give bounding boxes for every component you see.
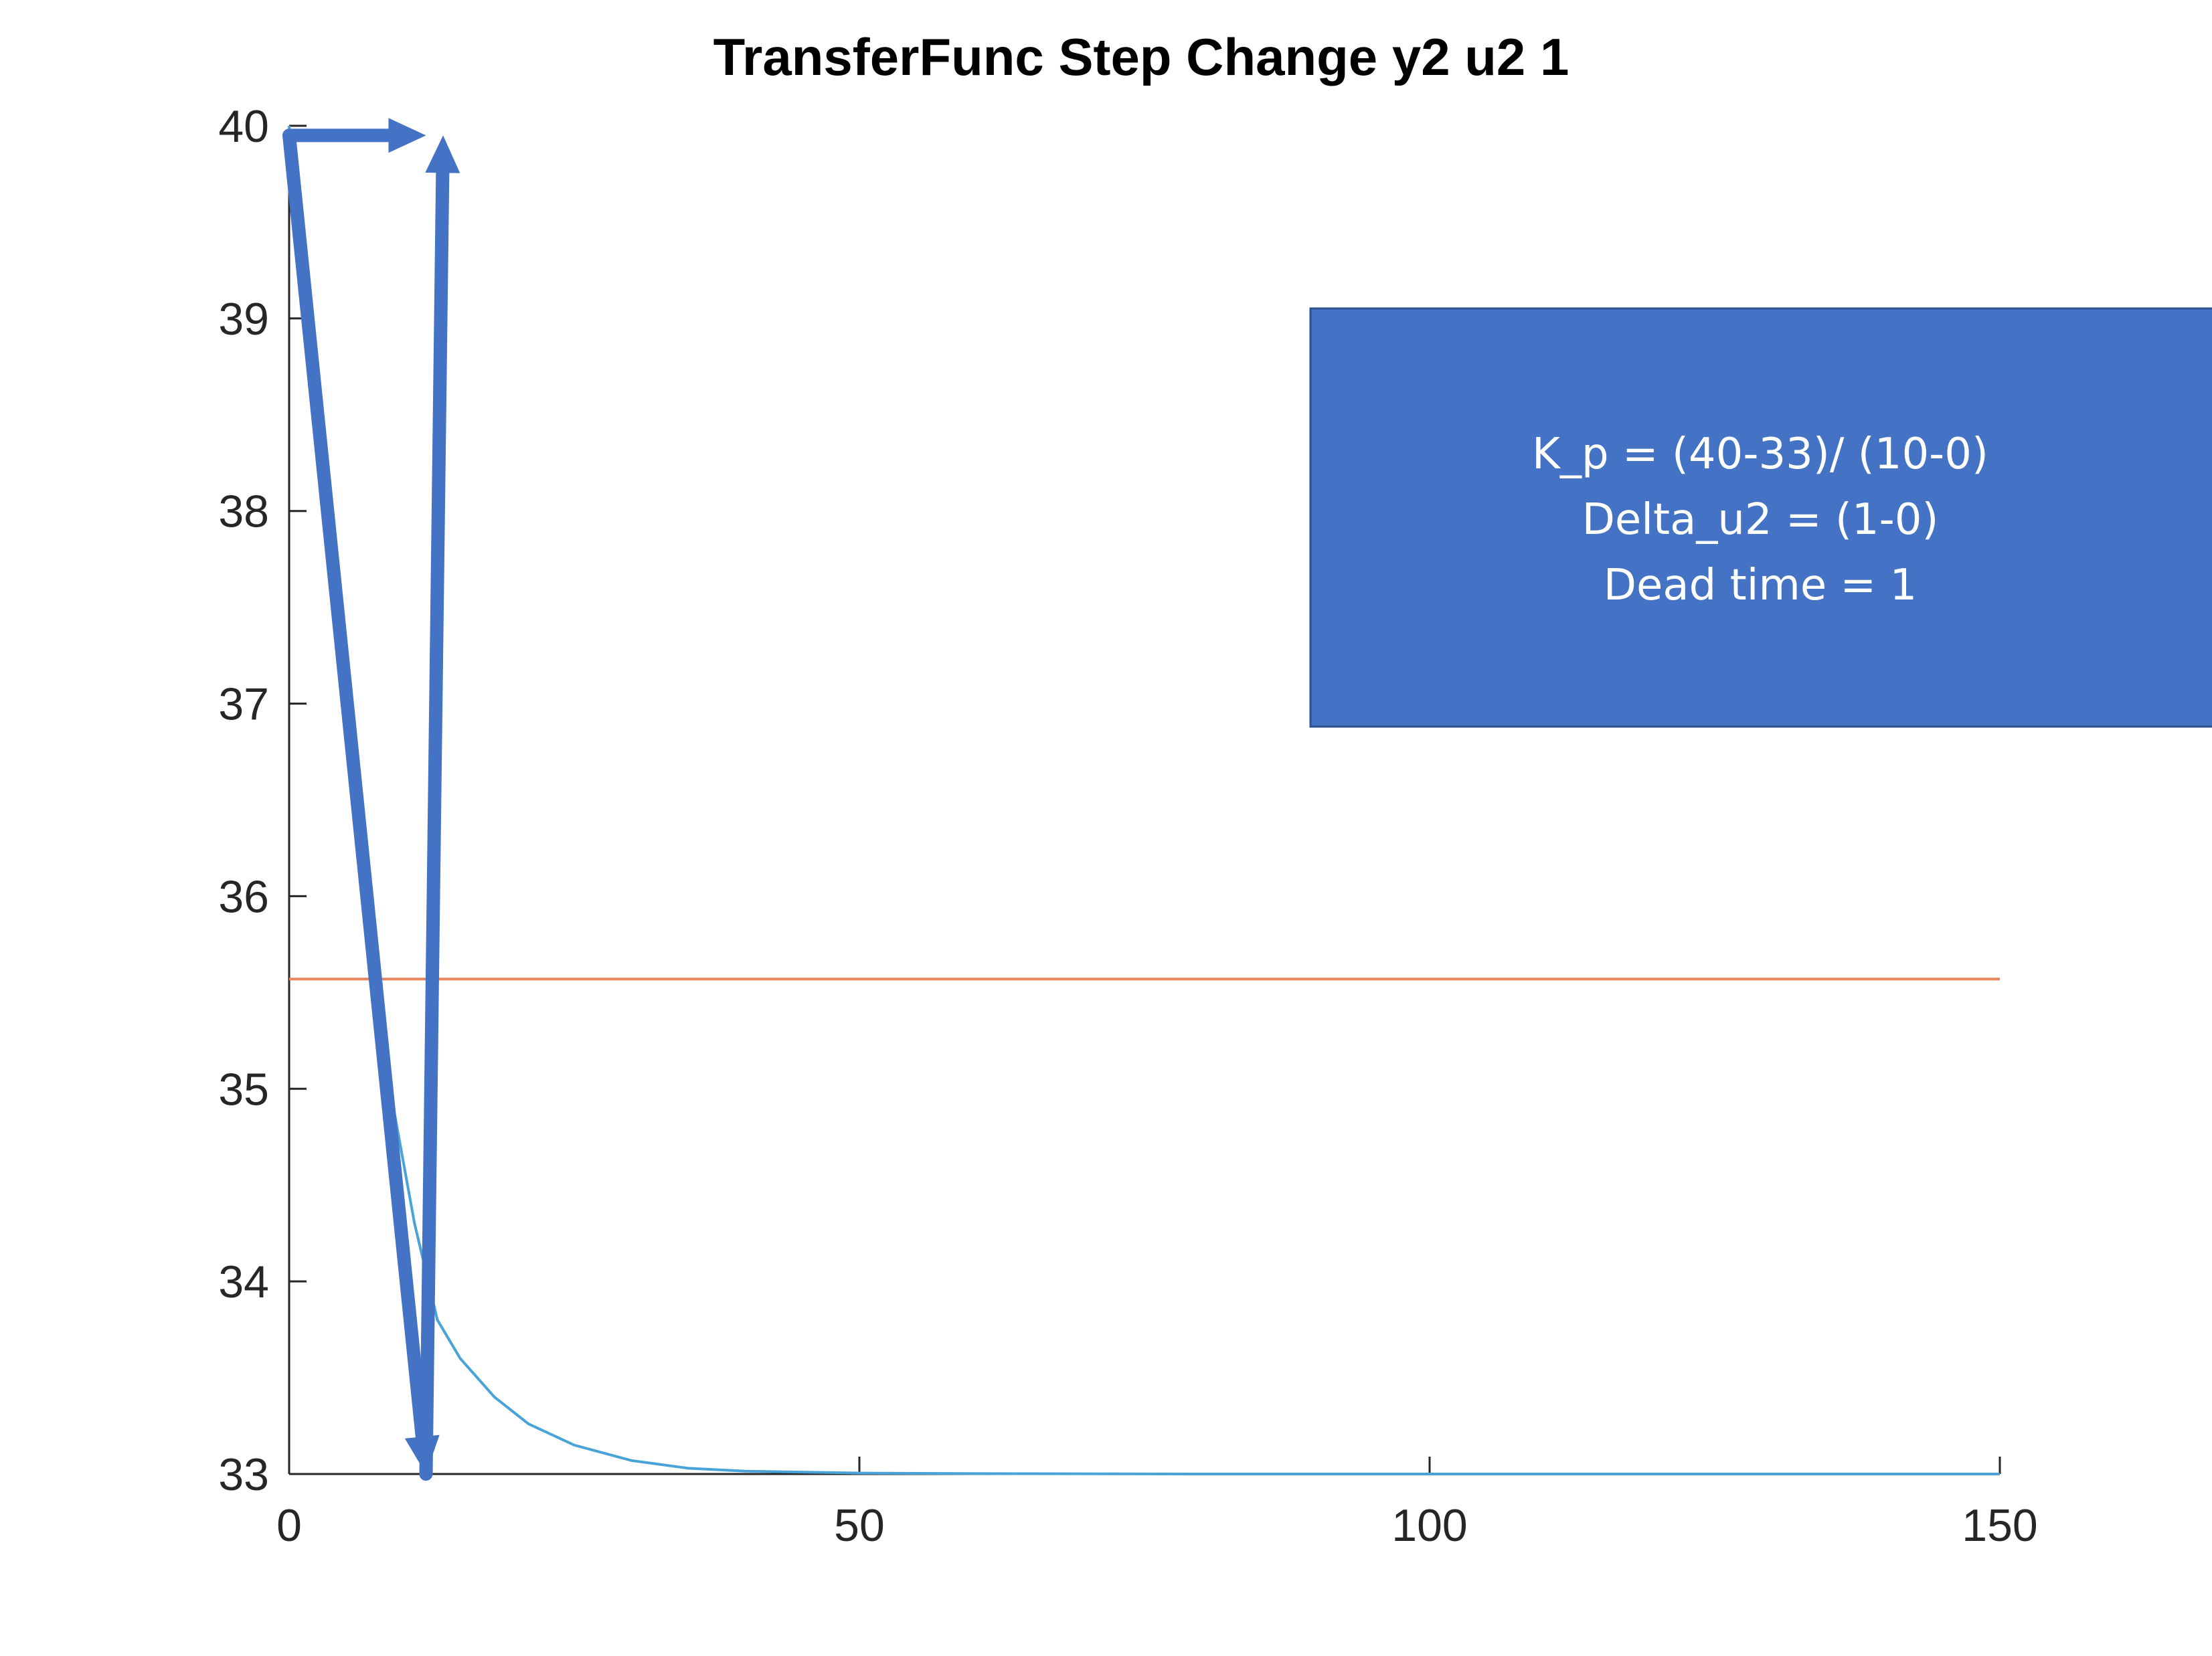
annotation-arrow (419, 166, 450, 1481)
x-tick-label: 0 (276, 1500, 302, 1551)
x-tick-label: 100 (1391, 1500, 1467, 1551)
y-tick-label: 34 (218, 1257, 269, 1307)
axes: 0 50 100 150 33 34 35 36 37 38 39 40 (218, 101, 2037, 1551)
chart-title: TransferFunc Step Change y2 u2 1 (713, 27, 1569, 86)
annotation-line: Delta_u2 = (1-0) (1582, 495, 1939, 545)
annotation-arrow (282, 128, 429, 1444)
y-tick-label: 39 (218, 294, 269, 345)
annotation-arrowhead (388, 118, 426, 153)
x-tick-label: 150 (1962, 1500, 2037, 1551)
y-tick-label: 33 (218, 1449, 269, 1500)
annotation-box: K_p = (40-33)/ (10-0) Delta_u2 = (1-0) D… (1309, 307, 2212, 728)
annotation-layer (282, 118, 460, 1481)
y-tick-label: 37 (218, 679, 269, 730)
annotation-line: Dead time = 1 (1604, 561, 1917, 610)
annotation-box-background (1309, 307, 2212, 728)
y-tick-label: 38 (218, 486, 269, 537)
annotation-arrowhead (425, 135, 460, 173)
y-tick-label: 40 (218, 101, 269, 152)
y-tick-label: 35 (218, 1064, 269, 1115)
y-tick-label: 36 (218, 871, 269, 922)
annotation-line: K_p = (40-33)/ (10-0) (1532, 430, 1988, 479)
x-tick-label: 50 (834, 1500, 885, 1551)
